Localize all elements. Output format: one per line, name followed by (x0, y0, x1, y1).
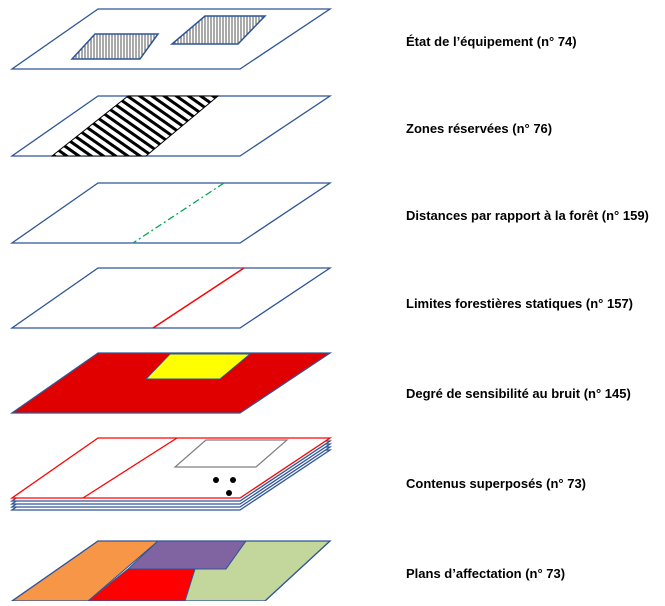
layer-reserved (9, 95, 333, 157)
layer-equipment-plane (9, 8, 333, 70)
forest-limit-line (152, 267, 245, 329)
label-forest-limits: Limites forestières statiques (n° 157) (406, 296, 633, 311)
overlay-red-line (82, 437, 178, 499)
layer-overlay (9, 437, 333, 511)
overlay-dot-1 (213, 477, 219, 483)
equipment-zone-left (70, 33, 160, 60)
overlay-dot-3 (226, 490, 232, 496)
label-reserved: Zones réservées (n° 76) (406, 121, 553, 136)
equipment-zone-right (169, 15, 267, 45)
label-noise: Degré de sensibilité au bruit (n° 145) (406, 386, 631, 401)
overlay-dot-2 (230, 477, 236, 483)
layer-forest-distance-plane (9, 182, 333, 244)
layer-noise-plane (9, 352, 333, 414)
layer-forest-limits-plane (9, 267, 333, 329)
layer-forest-limits (9, 267, 333, 329)
layer-allocation (9, 540, 332, 602)
forest-distance-line (132, 182, 225, 244)
noise-zone-yellow (144, 353, 252, 380)
layer-noise (9, 352, 333, 414)
layer-equipment (9, 8, 333, 70)
layer-forest-distance (9, 182, 333, 244)
reserved-zone-band (50, 95, 220, 157)
overlay-gray-zone (173, 439, 289, 468)
overlay-sheet-top (9, 437, 333, 499)
label-overlay: Contenus superposés (n° 73) (406, 476, 587, 491)
label-forest-distance: Distances par rapport à la forêt (n° 159… (406, 208, 649, 223)
label-equipment: État de l’équipement (n° 74) (406, 34, 577, 49)
label-allocation: Plans d’affectation (n° 73) (406, 566, 566, 581)
